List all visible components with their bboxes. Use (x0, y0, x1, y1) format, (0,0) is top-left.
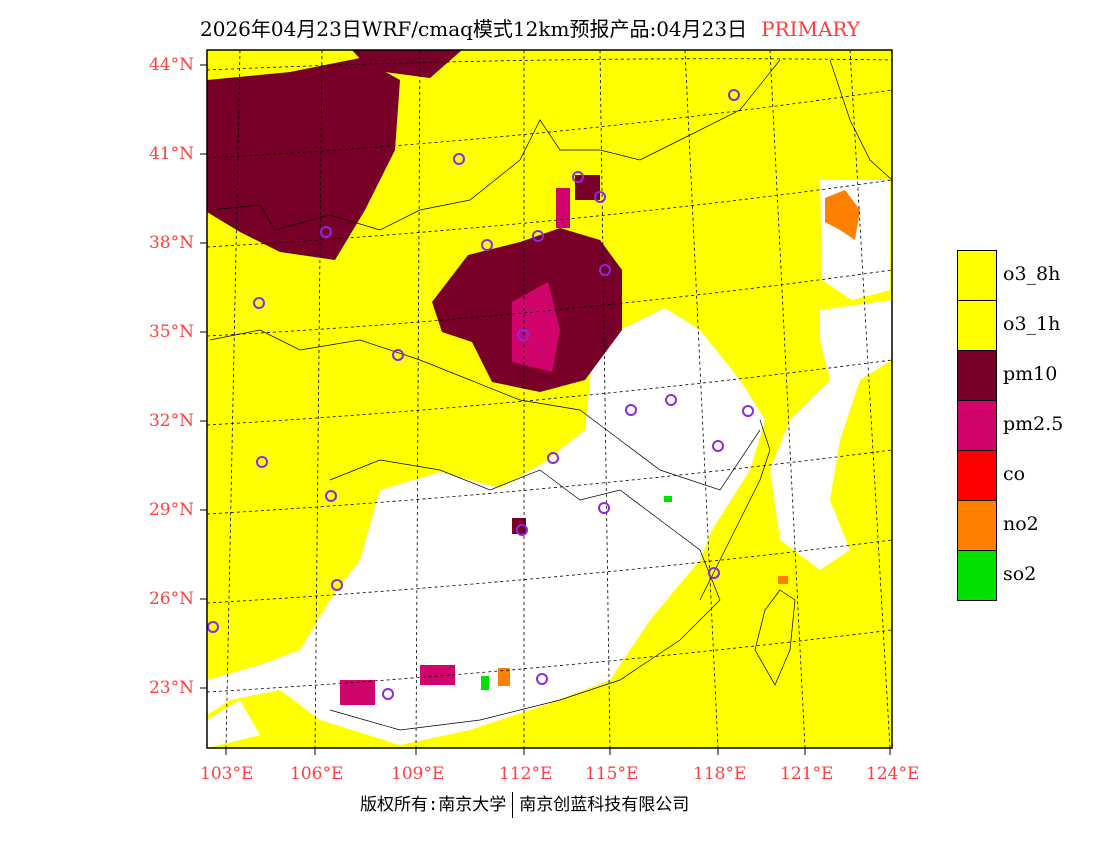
legend-label: pm10 (1003, 363, 1058, 385)
legend-swatch-o3_1h (957, 300, 997, 351)
lon-label: 124°E (866, 764, 920, 784)
lon-label: 103°E (200, 764, 254, 784)
lon-label: 121°E (780, 764, 834, 784)
legend-swatch-pm10 (957, 350, 997, 401)
copyright-left: 版权所有:南京大学 (360, 795, 507, 815)
lat-label: 23°N (148, 678, 194, 698)
lat-label: 35°N (148, 322, 194, 342)
legend-label: no2 (1003, 513, 1039, 535)
lat-label: 44°N (148, 55, 194, 75)
lon-label: 109°E (391, 764, 445, 784)
so2-region (481, 496, 672, 690)
legend-swatch-pm25 (957, 400, 997, 451)
legend-swatch-no2 (957, 500, 997, 551)
copyright-right: 南京创蓝科技有限公司 (519, 795, 690, 815)
map-frame (206, 49, 893, 749)
legend-label: so2 (1003, 563, 1037, 585)
lat-label: 29°N (148, 500, 194, 520)
lon-label: 112°E (499, 764, 553, 784)
title-text: 2026年04月23日WRF/cmaq模式12km预报产品:04月23日 (200, 17, 748, 41)
axis-ticks (200, 64, 891, 755)
map-title: 2026年04月23日WRF/cmaq模式12km预报产品:04月23日 PRIM… (200, 13, 860, 42)
lon-label: 115°E (585, 764, 639, 784)
legend-label: co (1003, 463, 1026, 485)
lon-label: 118°E (693, 764, 747, 784)
clean-region (207, 180, 892, 748)
legend-label: o3_1h (1003, 313, 1061, 335)
legend-swatch-co (957, 450, 997, 501)
legend-label: o3_8h (1003, 263, 1061, 285)
legend-label: pm2.5 (1003, 413, 1064, 435)
legend-swatch-o3_8h (957, 250, 997, 301)
lon-label: 106°E (290, 764, 344, 784)
legend-swatch-so2 (957, 550, 997, 601)
city-markers (207, 89, 754, 700)
title-tag: PRIMARY (761, 17, 861, 41)
lat-label: 41°N (148, 144, 194, 164)
lat-label: 38°N (148, 233, 194, 253)
graticule (206, 49, 893, 749)
lat-label: 32°N (148, 411, 194, 431)
copyright-footer: 版权所有:南京大学 南京创蓝科技有限公司 (360, 790, 689, 818)
province-borders (209, 59, 893, 731)
lat-label: 26°N (148, 589, 194, 609)
footer-divider (512, 792, 514, 818)
no2-region (498, 190, 860, 686)
